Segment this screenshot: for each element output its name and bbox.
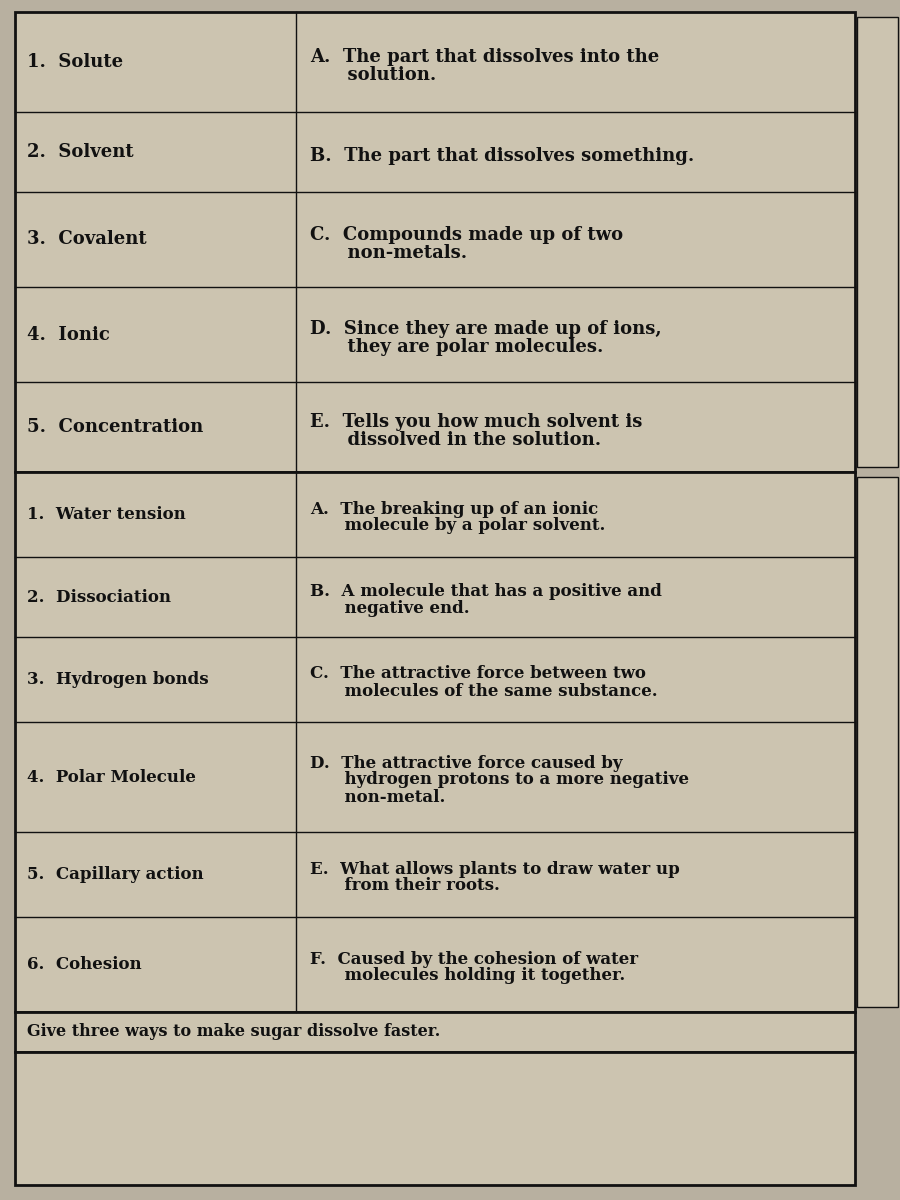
Text: 5.  Capillary action: 5. Capillary action (27, 866, 203, 883)
Text: dissolved in the solution.: dissolved in the solution. (310, 431, 601, 449)
Text: E.  What allows plants to draw water up: E. What allows plants to draw water up (310, 860, 680, 877)
Text: B.  A molecule that has a positive and: B. A molecule that has a positive and (310, 583, 662, 600)
Text: D.  Since they are made up of ions,: D. Since they are made up of ions, (310, 320, 662, 338)
Text: C.  Compounds made up of two: C. Compounds made up of two (310, 226, 623, 244)
Text: solution.: solution. (310, 66, 436, 84)
Text: hydrogen protons to a more negative: hydrogen protons to a more negative (310, 772, 689, 788)
Text: molecule by a polar solvent.: molecule by a polar solvent. (310, 517, 606, 534)
Text: 2.  Solvent: 2. Solvent (27, 143, 133, 161)
Text: non-metal.: non-metal. (310, 788, 446, 805)
Polygon shape (15, 1052, 855, 1186)
Text: D.  The attractive force caused by: D. The attractive force caused by (310, 755, 623, 772)
Text: Give three ways to make sugar dissolve faster.: Give three ways to make sugar dissolve f… (27, 1024, 440, 1040)
Polygon shape (857, 476, 898, 1007)
Text: C.  The attractive force between two: C. The attractive force between two (310, 666, 646, 683)
Text: 3.  Hydrogen bonds: 3. Hydrogen bonds (27, 671, 209, 688)
Text: 2.  Dissociation: 2. Dissociation (27, 588, 171, 606)
Text: B.  The part that dissolves something.: B. The part that dissolves something. (310, 146, 694, 164)
Text: A.  The part that dissolves into the: A. The part that dissolves into the (310, 48, 659, 66)
Text: 1.  Solute: 1. Solute (27, 53, 123, 71)
Polygon shape (15, 1012, 855, 1052)
Text: 3.  Covalent: 3. Covalent (27, 230, 147, 248)
Polygon shape (15, 12, 855, 472)
Text: 4.  Ionic: 4. Ionic (27, 325, 110, 343)
Text: they are polar molecules.: they are polar molecules. (310, 338, 603, 356)
Polygon shape (857, 17, 898, 467)
Text: 1.  Water tension: 1. Water tension (27, 506, 185, 523)
Text: non-metals.: non-metals. (310, 244, 467, 262)
Text: molecules holding it together.: molecules holding it together. (310, 967, 626, 984)
Text: E.  Tells you how much solvent is: E. Tells you how much solvent is (310, 413, 643, 431)
Text: F.  Caused by the cohesion of water: F. Caused by the cohesion of water (310, 950, 638, 967)
Text: A.  The breaking up of an ionic: A. The breaking up of an ionic (310, 500, 598, 517)
Text: 4.  Polar Molecule: 4. Polar Molecule (27, 768, 196, 786)
Polygon shape (15, 472, 855, 1012)
Text: molecules of the same substance.: molecules of the same substance. (310, 683, 658, 700)
Text: negative end.: negative end. (310, 600, 470, 617)
Text: from their roots.: from their roots. (310, 877, 500, 894)
Text: 5.  Concentration: 5. Concentration (27, 418, 203, 436)
Text: 6.  Cohesion: 6. Cohesion (27, 956, 141, 973)
